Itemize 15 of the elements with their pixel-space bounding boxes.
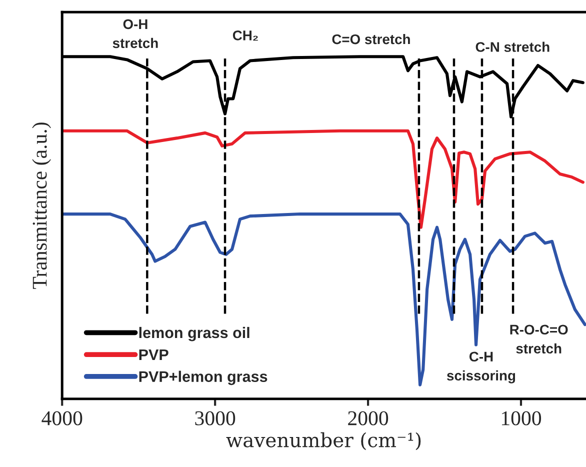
x-tick-label: 3000 (195, 411, 236, 426)
x-axis-title: wavenumber (cm⁻¹) (226, 432, 421, 450)
legend-label: lemon grass oil (139, 326, 250, 342)
x-tick-label: 4000 (42, 411, 82, 426)
text: C=O stretch (332, 34, 410, 44)
annotation: C-H scissoring (446, 352, 516, 384)
legend-label: PVP (139, 349, 168, 360)
text: C-N stretch (476, 42, 550, 52)
legend-label: PVP+lemon grass (139, 370, 268, 386)
annotation: R-O-C=O stretch (510, 324, 568, 354)
text: O-H stretch (112, 19, 158, 48)
x-tick-label: 2000 (348, 411, 388, 426)
x-tick-label: 1000 (502, 411, 542, 426)
text: CH₂ (232, 30, 258, 41)
y-axis-title: Transmittance (a.u.) (32, 122, 52, 289)
